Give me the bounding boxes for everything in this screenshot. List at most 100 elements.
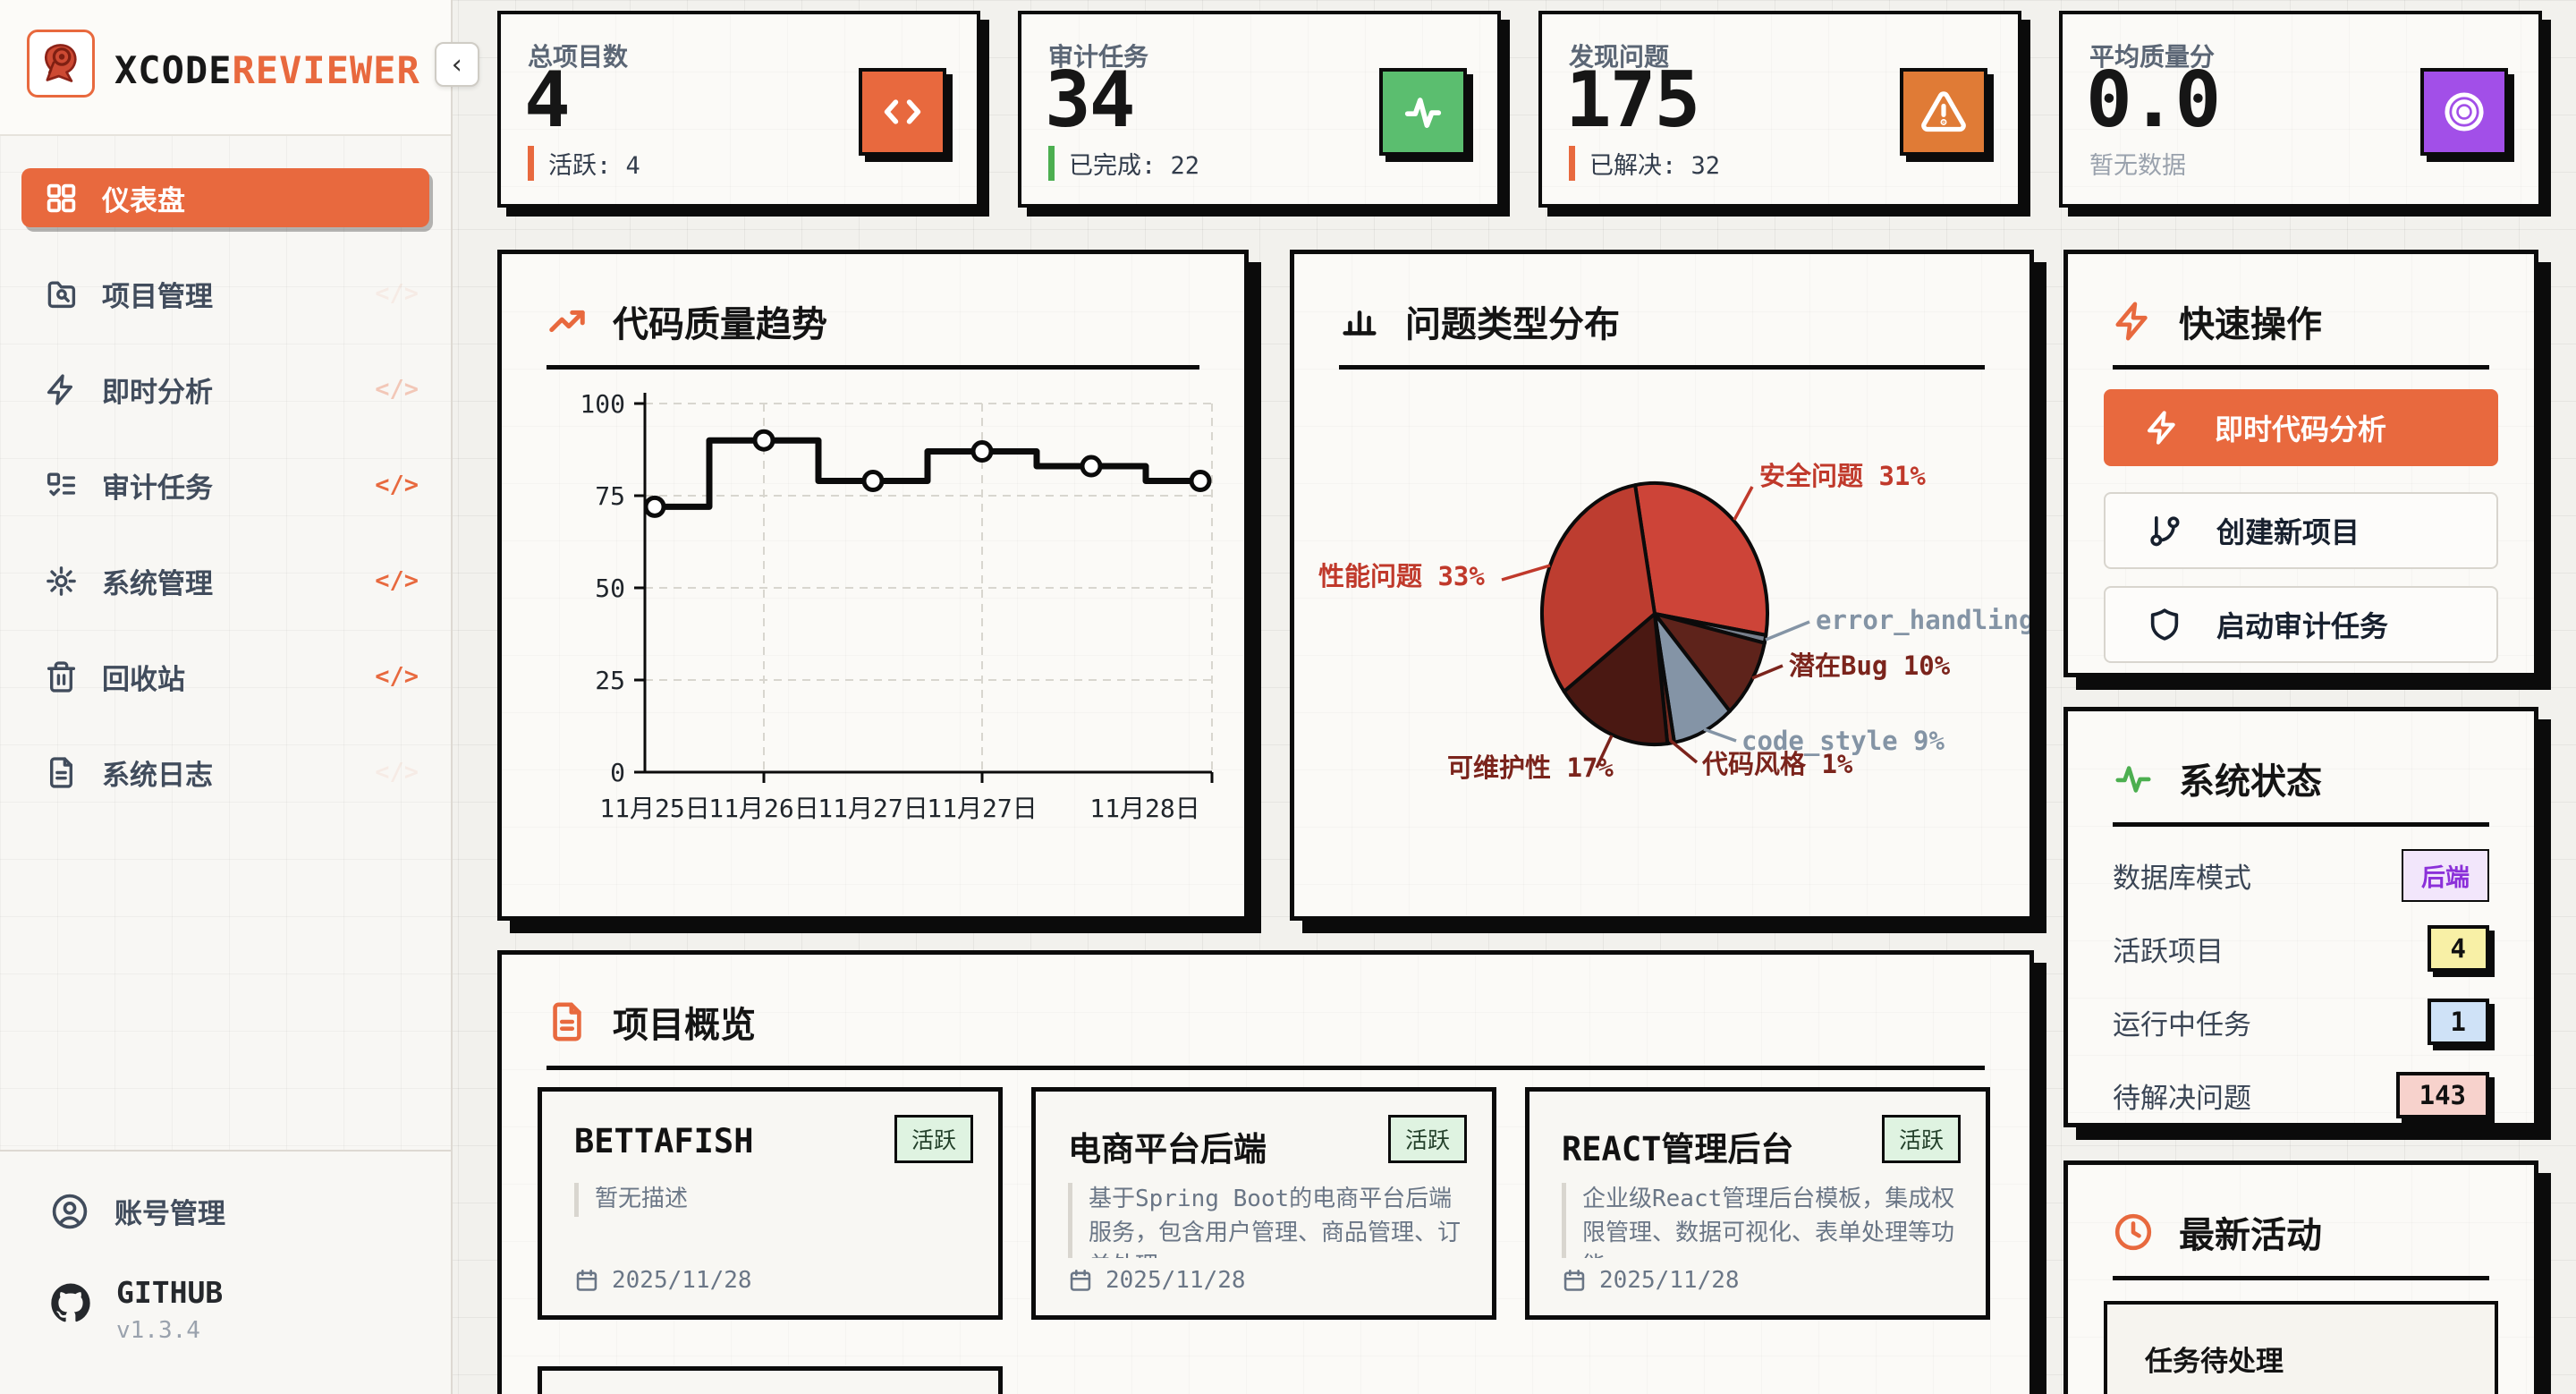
stat-subtext: 暂无数据 [2089,152,2186,180]
status-badge: 后端 [2402,848,2489,902]
sidebar-item-dashboard[interactable]: 仪表盘 [21,168,429,227]
trash-icon [47,660,76,693]
list-check-icon [47,472,76,496]
sidebar-collapse-button[interactable]: ‹ [435,42,479,87]
status-label: 运行中任务 [2113,1008,2251,1041]
create-project-button[interactable]: 创建新项目 [2104,492,2498,569]
status-badge: 1 [2427,999,2489,1045]
status-row-running-tasks: 运行中任务 1 [2113,994,2489,1050]
divider [2113,1276,2489,1280]
status-row-db-mode: 数据库模式 后端 [2113,847,2489,903]
target-icon [2420,68,2508,156]
stat-title: 总项目数 [528,42,629,72]
github-link[interactable]: GITHUB v1.3.4 [50,1275,223,1344]
panel-title: 项目概览 [547,996,756,1048]
status-badge: 4 [2427,925,2489,972]
sidebar-item-audit-tasks[interactable]: 审计任务 </> [21,455,429,514]
code-mark-icon: </> [375,758,419,786]
sidebar-item-label: 仪表盘 [102,184,185,217]
stat-title: 审计任务 [1048,42,1149,72]
project-description: 企业级React管理后台模板，集成权限管理、数据可视化、表单处理等功能 [1562,1183,1962,1258]
sidebar-item-system-logs[interactable]: 系统日志 </> [21,743,429,802]
status-row-active-projects: 活跃项目 4 [2113,921,2489,976]
document-icon [553,1002,581,1041]
calendar-icon [1070,1269,1091,1291]
stat-title: 发现问题 [1569,42,1670,72]
sidebar-item-recycle-bin[interactable]: 回收站 </> [21,647,429,706]
calendar-icon [576,1269,597,1291]
project-card-python-data[interactable]: PYTHON数据分析平台 活跃 [538,1366,1003,1394]
brand-orange: REVIEWER [232,48,420,92]
brand-black: XCODE [114,48,233,92]
app-logo [27,30,95,98]
sidebar-footer: 账号管理 GITHUB v1.3.4 [0,1150,451,1394]
project-overview-panel: 项目概览 BETTAFISH 活跃 暂无描述 2025/11/28 电商平台后端… [497,950,2034,1394]
instant-analysis-button[interactable]: 即时代码分析 [2104,389,2498,466]
panel-title-text: 问题类型分布 [1405,304,1620,345]
zap-icon [47,373,72,405]
code-mark-icon: </> [375,375,419,404]
project-card-ecommerce-backend[interactable]: 电商平台后端 活跃 基于Spring Boot的电商平台后端服务，包含用户管理、… [1031,1087,1496,1320]
sidebar-item-system-admin[interactable]: 系统管理 </> [21,551,429,610]
project-description: 暂无描述 [574,1183,975,1217]
bar-chart-icon [1343,310,1377,336]
code-mark-icon: </> [375,566,419,595]
project-date-text: 2025/11/28 [1599,1267,1740,1294]
sidebar: XCODEREVIEWER ‹ 仪表盘 项目管理 </> [0,0,479,1394]
project-date: 2025/11/28 [574,1267,752,1294]
logo-bar: XCODEREVIEWER [0,0,451,136]
svg-text:潜在Bug 10%: 潜在Bug 10% [1789,650,1951,681]
panel-title-text: 项目概览 [613,1005,756,1046]
stat-value: 34 [1045,55,1136,145]
divider [547,365,1199,370]
svg-text:11月26日: 11月26日 [708,794,818,823]
stat-card-total-projects: 总项目数 4 活跃: 4 [497,11,980,208]
panel-title-text: 代码质量趋势 [613,304,827,345]
code-mark-icon: </> [375,471,419,499]
status-label: 数据库模式 [2113,862,2251,895]
sidebar-nav: 仪表盘 项目管理 </> 即时分析 </> [21,168,429,838]
panel-title-text: 系统状态 [2179,761,2322,803]
panel-title-text: 最新活动 [2179,1215,2322,1256]
gear-icon [47,565,76,596]
sidebar-item-label: 即时分析 [102,376,213,409]
divider [2113,822,2489,827]
stat-value: 175 [1565,55,1700,145]
svg-text:11月27日: 11月27日 [818,794,928,823]
stat-title: 平均质量分 [2089,42,2216,72]
clock-icon [2114,1213,2152,1251]
sidebar-item-label: 回收站 [102,663,185,696]
project-status-badge: 活跃 [1881,1115,1961,1163]
stat-value: 4 [524,55,571,145]
github-icon [51,1283,90,1322]
sidebar-item-instant-analysis[interactable]: 即时分析 </> [21,360,429,419]
svg-text:code_style 9%: code_style 9% [1741,726,1945,756]
system-status-panel: 系统状态 数据库模式 后端 活跃项目 4 运行中任务 1 待解决问题 143 [2063,707,2538,1127]
code-icon [859,68,946,156]
zap-icon [2148,411,2175,445]
account-management[interactable]: 账号管理 [50,1191,225,1231]
start-audit-button[interactable]: 启动审计任务 [2104,586,2498,663]
pulse-icon [2115,766,2151,793]
alert-triangle-icon [1900,68,1987,156]
issue-distribution-chart: 安全问题 31% error_handling 潜在Bug 10% code_styl… [1318,461,2029,783]
svg-text:75: 75 [595,481,625,511]
github-label: GITHUB [116,1275,224,1310]
svg-text:11月28日: 11月28日 [1089,794,1199,823]
stat-subtext: 已完成: 22 [1048,146,1199,181]
project-card-bettafish[interactable]: BETTAFISH 活跃 暂无描述 2025/11/28 [538,1087,1003,1320]
panel-title: 问题类型分布 [1339,295,1620,347]
stat-value: 0.0 [2086,55,2221,145]
shield-icon [2150,608,2179,641]
sidebar-item-label: 系统管理 [102,567,213,600]
project-card-react-admin[interactable]: REACT管理后台 活跃 企业级React管理后台模板，集成权限管理、数据可视化… [1525,1087,1990,1320]
account-label: 账号管理 [114,1198,225,1230]
sidebar-item-projects[interactable]: 项目管理 </> [21,264,429,323]
project-date-text: 2025/11/28 [1106,1267,1246,1294]
chevron-left-icon: ‹ [448,48,466,81]
project-grid: BETTAFISH 活跃 暂无描述 2025/11/28 电商平台后端 活跃 基… [538,1087,1990,1320]
svg-text:100: 100 [580,389,625,419]
panel-title: 最新活动 [2113,1206,2322,1258]
